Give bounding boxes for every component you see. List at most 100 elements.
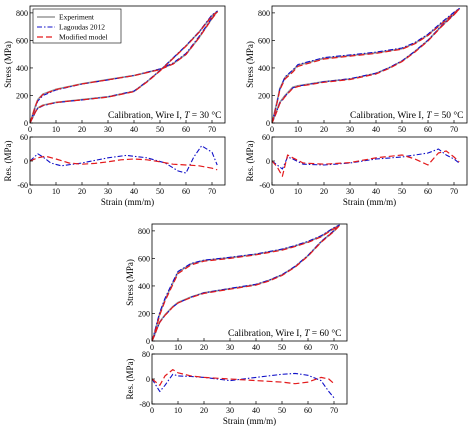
x-tick-label: 0: [150, 406, 154, 415]
panel-50C-stress: 0 10 20 30 40 50 60 70 0 200 400 600 800 Stress (MPa): [245, 5, 468, 134]
x-tick-label: 0: [28, 125, 32, 134]
x-tick-label: 40: [372, 125, 380, 134]
x-tick-label: 10: [52, 187, 60, 196]
axes-frame: [151, 223, 348, 342]
x-tick-label: 40: [252, 406, 260, 415]
x-tick-label: 20: [320, 187, 328, 196]
series-line-lag: [30, 145, 218, 174]
y-tick-label: -60: [259, 181, 270, 190]
x-tick-label: 70: [450, 125, 458, 134]
series-line-lag: [30, 10, 218, 123]
x-tick-label: 50: [278, 406, 286, 415]
series-line-mod: [30, 155, 218, 171]
x-tick-label: 10: [52, 125, 60, 134]
x-tick-label: 30: [346, 187, 354, 196]
y-tick-label: 800: [258, 9, 270, 18]
series-line-lag: [152, 372, 335, 399]
x-tick-label: 70: [330, 406, 338, 415]
x-tick-label: 30: [226, 343, 234, 352]
x-tick-label: 0: [270, 187, 274, 196]
x-tick-label: 50: [398, 125, 406, 134]
y-tick-label: 200: [258, 91, 270, 100]
x-tick-label: 20: [320, 125, 328, 134]
series-line-lag: [272, 148, 460, 170]
annotation-p2: Calibration, Wire I, T = 50 °C: [350, 110, 463, 121]
annotation-p1: Calibration, Wire I, T = 30 °C: [108, 110, 221, 121]
panel-30C-stress: 0 10 20 30 40 50 60 70 0 200 400 600 800 Stress (MPa): [3, 5, 226, 134]
x-tick-label: 40: [130, 187, 138, 196]
series-line-mod: [152, 225, 340, 341]
series-line-mod: [272, 8, 460, 123]
x-axis-label: Strain (mm/m): [223, 416, 276, 426]
y-tick-label: 200: [16, 91, 28, 100]
axes-frame: [29, 5, 226, 124]
x-tick-label: 20: [78, 187, 86, 196]
x-tick-label: 60: [182, 125, 190, 134]
x-tick-label: 0: [150, 343, 154, 352]
y-tick-label: 600: [16, 36, 28, 45]
x-tick-label: 10: [174, 343, 182, 352]
x-tick-label: 50: [156, 187, 164, 196]
series-line-lag: [152, 224, 340, 341]
y-tick-label: 0: [266, 157, 270, 166]
x-axis-label: Strain (mm/m): [101, 197, 154, 207]
y-tick-label: 60: [20, 133, 28, 142]
series-line-exp: [152, 224, 340, 341]
y-tick-label: -80: [139, 400, 150, 409]
y-tick-label: 800: [16, 9, 28, 18]
x-axis-label: Strain (mm/m): [343, 197, 396, 207]
x-tick-label: 0: [28, 187, 32, 196]
x-tick-label: 10: [174, 406, 182, 415]
y-axis-label: Res. (MPa): [3, 141, 13, 182]
panel-60C-stress: 0 10 20 30 40 50 60 70 0 200 400 600 800 Stress (MPa): [125, 223, 348, 352]
annotation-p3: Calibration, Wire I, T = 60 °C: [228, 328, 341, 339]
axes-frame: [29, 136, 226, 186]
series-line-mod: [30, 11, 218, 123]
x-tick-label: 50: [278, 343, 286, 352]
x-tick-label: 20: [200, 343, 208, 352]
y-tick-label: 400: [16, 64, 28, 73]
y-tick-label: -60: [17, 181, 28, 190]
x-tick-label: 40: [372, 187, 380, 196]
x-tick-label: 60: [182, 187, 190, 196]
x-tick-label: 30: [104, 187, 112, 196]
x-tick-label: 60: [304, 343, 312, 352]
y-tick-label: 0: [146, 337, 150, 346]
y-tick-label: 600: [138, 254, 150, 263]
x-tick-label: 50: [398, 187, 406, 196]
x-tick-label: 40: [252, 343, 260, 352]
legend-entry-mod: Modified model: [59, 33, 108, 42]
legend-entry-exp: Experiment: [59, 13, 95, 22]
x-tick-label: 20: [78, 125, 86, 134]
x-tick-label: 60: [424, 125, 432, 134]
x-tick-label: 20: [200, 406, 208, 415]
y-tick-label: 60: [262, 133, 270, 142]
x-tick-label: 30: [104, 125, 112, 134]
x-tick-label: 40: [130, 125, 138, 134]
y-tick-label: 0: [24, 119, 28, 128]
x-tick-label: 60: [304, 406, 312, 415]
x-tick-label: 60: [424, 187, 432, 196]
y-tick-label: 0: [24, 157, 28, 166]
y-tick-label: 0: [266, 119, 270, 128]
x-tick-label: 10: [294, 187, 302, 196]
y-axis-label: Stress (MPa): [245, 41, 255, 88]
y-axis-label: Stress (MPa): [125, 259, 135, 306]
y-tick-label: 400: [138, 282, 150, 291]
axes-frame: [271, 136, 468, 186]
y-tick-label: 600: [258, 36, 270, 45]
y-tick-label: 800: [138, 227, 150, 236]
y-axis-label: Res. (MPa): [245, 141, 255, 182]
y-axis-label: Res. (MPa): [125, 359, 135, 400]
x-tick-label: 0: [270, 125, 274, 134]
x-tick-label: 50: [156, 125, 164, 134]
y-axis-label: Stress (MPa): [3, 41, 13, 88]
axes-frame: [271, 5, 468, 124]
x-tick-label: 70: [208, 187, 216, 196]
x-tick-label: 70: [330, 343, 338, 352]
